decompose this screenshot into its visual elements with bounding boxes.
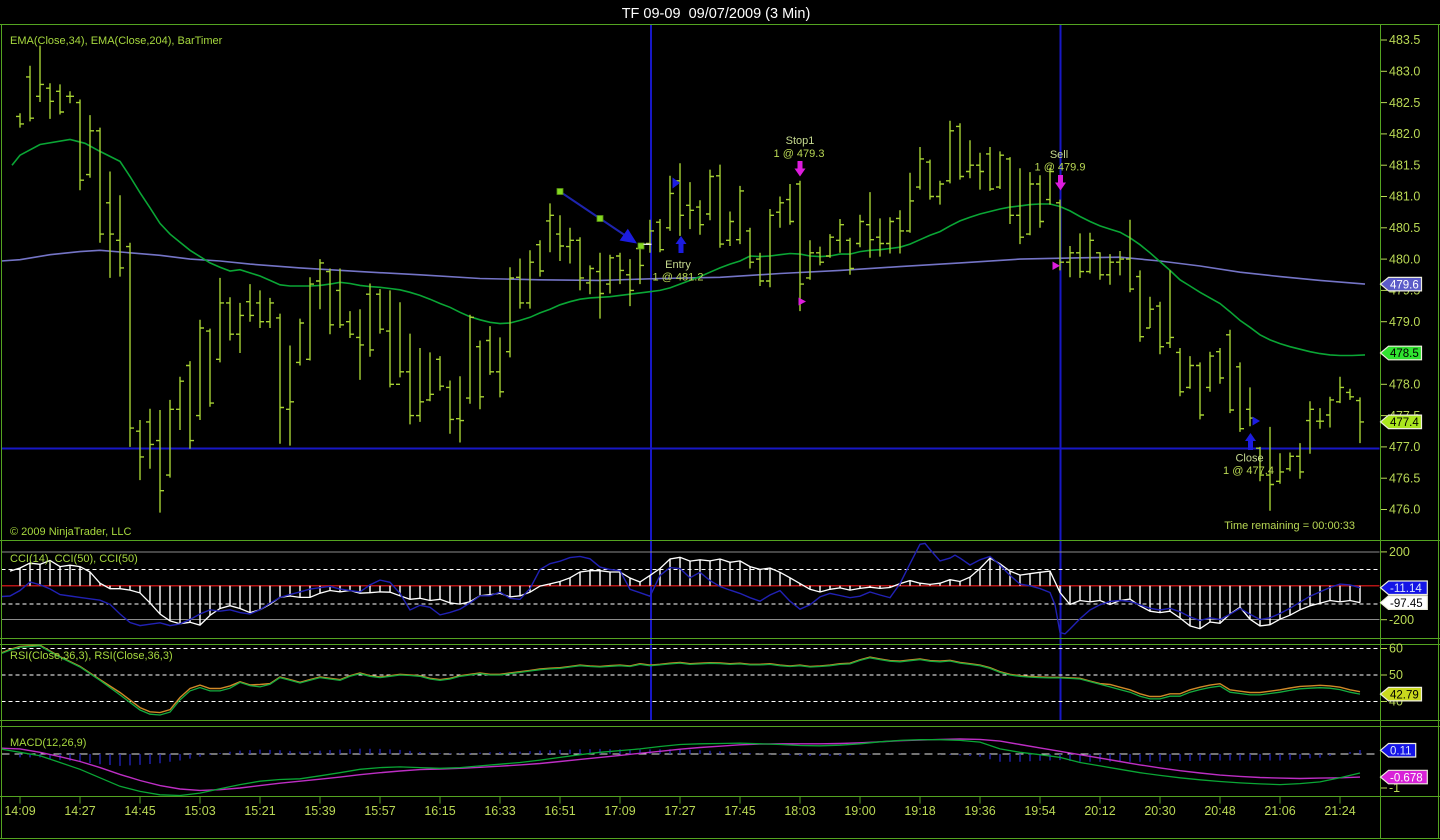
svg-text:17:09: 17:09	[604, 804, 635, 818]
svg-text:19:18: 19:18	[904, 804, 935, 818]
svg-text:20:12: 20:12	[1084, 804, 1115, 818]
svg-text:-200: -200	[1389, 613, 1414, 627]
svg-text:42.79: 42.79	[1390, 689, 1419, 701]
svg-text:19:36: 19:36	[964, 804, 995, 818]
svg-text:483.0: 483.0	[1389, 65, 1420, 79]
svg-text:-11.14: -11.14	[1390, 583, 1422, 595]
svg-text:CCI(14), CCI(50), CCI(50): CCI(14), CCI(50), CCI(50)	[10, 553, 138, 565]
svg-text:16:33: 16:33	[484, 804, 515, 818]
svg-text:-0.678: -0.678	[1390, 772, 1423, 784]
svg-text:EMA(Close,34), EMA(Close,204),: EMA(Close,34), EMA(Close,204), BarTimer	[10, 35, 223, 47]
svg-text:15:39: 15:39	[304, 804, 335, 818]
svg-text:478.0: 478.0	[1389, 378, 1420, 392]
svg-text:60: 60	[1389, 642, 1403, 656]
svg-text:18:03: 18:03	[784, 804, 815, 818]
svg-text:200: 200	[1389, 545, 1410, 559]
svg-text:482.0: 482.0	[1389, 127, 1420, 141]
svg-text:17:27: 17:27	[664, 804, 695, 818]
svg-text:476.5: 476.5	[1389, 471, 1420, 485]
svg-text:Stop1: Stop1	[786, 135, 815, 147]
svg-text:0.11: 0.11	[1390, 746, 1412, 758]
svg-text:14:27: 14:27	[64, 804, 95, 818]
svg-text:481.5: 481.5	[1389, 158, 1420, 172]
svg-text:MACD(12,26,9): MACD(12,26,9)	[10, 737, 86, 749]
svg-text:21:06: 21:06	[1264, 804, 1295, 818]
svg-text:1 @ 479.9: 1 @ 479.9	[1035, 162, 1086, 174]
svg-text:15:57: 15:57	[364, 804, 395, 818]
svg-text:16:51: 16:51	[544, 804, 575, 818]
svg-text:1 @ 481.2: 1 @ 481.2	[653, 272, 704, 284]
svg-text:481.0: 481.0	[1389, 190, 1420, 204]
svg-text:17:45: 17:45	[724, 804, 755, 818]
svg-text:RSI(Close,36,3), RSI(Close,36,: RSI(Close,36,3), RSI(Close,36,3)	[10, 650, 173, 662]
svg-text:479.6: 479.6	[1390, 279, 1419, 291]
svg-text:19:00: 19:00	[844, 804, 875, 818]
svg-text:1 @ 477.4: 1 @ 477.4	[1223, 465, 1274, 477]
svg-text:Close: Close	[1235, 453, 1263, 465]
svg-text:Entry: Entry	[665, 259, 691, 271]
svg-text:482.5: 482.5	[1389, 96, 1420, 110]
svg-text:© 2009 NinjaTrader, LLC: © 2009 NinjaTrader, LLC	[10, 526, 131, 538]
svg-text:14:45: 14:45	[124, 804, 155, 818]
svg-text:19:54: 19:54	[1024, 804, 1055, 818]
svg-text:480.5: 480.5	[1389, 221, 1420, 235]
svg-text:Time remaining = 00:00:33: Time remaining = 00:00:33	[1224, 520, 1355, 532]
svg-text:-97.45: -97.45	[1390, 598, 1423, 610]
svg-text:1 @ 479.3: 1 @ 479.3	[774, 148, 825, 160]
svg-text:16:15: 16:15	[424, 804, 455, 818]
svg-text:477.4: 477.4	[1390, 417, 1419, 429]
svg-text:480.0: 480.0	[1389, 252, 1420, 266]
svg-text:21:24: 21:24	[1324, 804, 1355, 818]
svg-text:478.5: 478.5	[1390, 348, 1419, 360]
svg-text:-1: -1	[1389, 781, 1400, 795]
svg-text:477.0: 477.0	[1389, 440, 1420, 454]
svg-text:50: 50	[1389, 668, 1403, 682]
svg-text:479.0: 479.0	[1389, 315, 1420, 329]
svg-text:15:03: 15:03	[184, 804, 215, 818]
svg-text:15:21: 15:21	[244, 804, 275, 818]
svg-text:14:09: 14:09	[4, 804, 35, 818]
svg-text:483.5: 483.5	[1389, 33, 1420, 47]
svg-text:Sell: Sell	[1050, 149, 1068, 161]
svg-text:20:30: 20:30	[1144, 804, 1175, 818]
svg-text:20:48: 20:48	[1204, 804, 1235, 818]
svg-text:476.0: 476.0	[1389, 503, 1420, 517]
svg-text:TF 09-09 09/07/2009 (3 Min): TF 09-09 09/07/2009 (3 Min)	[622, 6, 811, 22]
